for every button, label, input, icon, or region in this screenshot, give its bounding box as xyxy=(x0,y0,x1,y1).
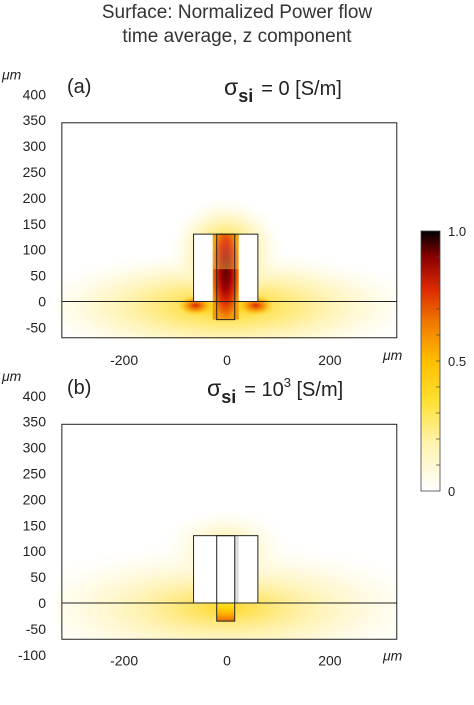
y-tick-label: 0 xyxy=(38,294,46,310)
y-unit-label: μm xyxy=(1,368,22,384)
domain-outline xyxy=(61,122,398,339)
y-tick-label: 100 xyxy=(23,242,47,258)
y-tick-label: 150 xyxy=(23,216,47,232)
y-tick-label: 400 xyxy=(23,388,47,404)
field-map xyxy=(57,194,398,339)
x-unit-label: μm xyxy=(382,648,403,664)
y-tick-label: -50 xyxy=(26,319,46,335)
figure-title-line1: Surface: Normalized Power flow xyxy=(101,2,373,23)
core-outline xyxy=(216,535,236,622)
colorbar-tick-label: 1.0 xyxy=(448,224,466,239)
y-tick-label: -100 xyxy=(18,647,46,663)
y-tick-label: 200 xyxy=(23,491,47,507)
y-tick-label: 0 xyxy=(38,595,46,611)
y-tick-label: -50 xyxy=(26,621,46,637)
panel-label: (b) xyxy=(67,377,91,399)
y-tick-label: 200 xyxy=(23,190,47,206)
y-tick-label: 150 xyxy=(23,517,47,533)
waveguide-fill xyxy=(193,535,258,603)
x-tick-label: -200 xyxy=(110,653,138,669)
y-tick-label: 350 xyxy=(23,414,47,430)
x-tick-label: 0 xyxy=(223,653,231,669)
colorbar-tick-label: 0 xyxy=(448,484,455,499)
sigma-label: σsi = 103 [S/m] xyxy=(207,375,343,407)
y-tick-label: 50 xyxy=(30,268,46,284)
core-edge-shade xyxy=(234,535,239,603)
y-tick-label: 300 xyxy=(23,440,47,456)
panel-label: (a) xyxy=(67,76,91,98)
colorbar-tick-label: 0.5 xyxy=(448,354,466,369)
y-tick-label: 250 xyxy=(23,466,47,482)
field-map xyxy=(57,505,398,640)
y-tick-label: 350 xyxy=(23,112,47,128)
x-unit-label: μm xyxy=(382,347,403,363)
y-unit-label: μm xyxy=(1,66,22,82)
colorbar: 1.0 0.5 0 xyxy=(420,224,466,499)
figure-title-line2: time average, z component xyxy=(122,26,352,47)
core-outline xyxy=(216,233,236,321)
y-tick-label: 100 xyxy=(23,543,47,559)
panel-b: 400 350 300 250 200 150 100 50 0 -50 -100 μm -200 0 20… xyxy=(1,368,403,669)
y-tick-label: 400 xyxy=(23,86,47,102)
x-tick-label: -200 xyxy=(110,352,138,368)
y-tick-label: 300 xyxy=(23,138,47,154)
panel-a: 400 350 300 250 200 150 100 50 0 -50 μm -200 0 200 μm (… xyxy=(1,66,403,368)
y-tick-label: 50 xyxy=(30,569,46,585)
domain-outline xyxy=(61,423,398,640)
sigma-label: σsi = 0 [S/m] xyxy=(224,74,342,106)
core-field xyxy=(216,603,235,622)
x-tick-label: 200 xyxy=(318,352,342,368)
y-tick-label: 250 xyxy=(23,164,47,180)
x-tick-label: 200 xyxy=(318,653,342,669)
x-tick-label: 0 xyxy=(223,352,231,368)
